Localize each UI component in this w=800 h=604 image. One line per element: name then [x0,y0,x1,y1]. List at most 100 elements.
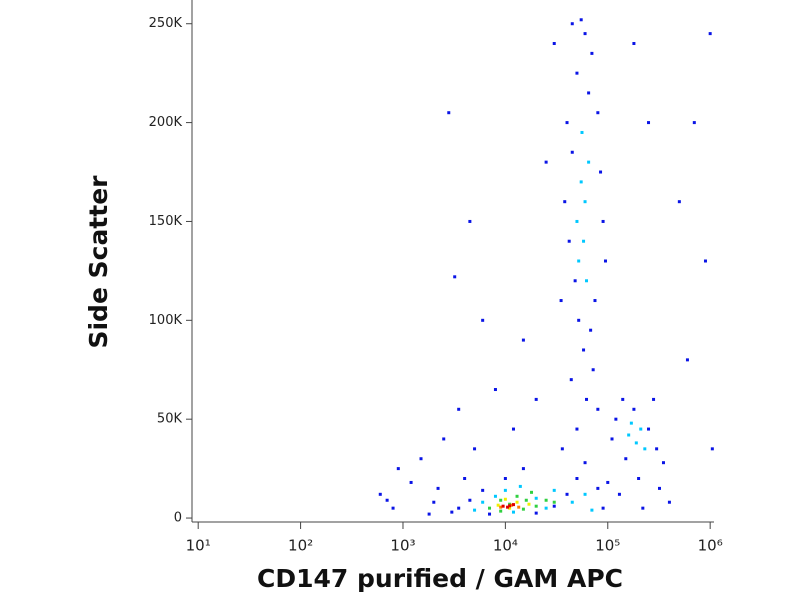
point [427,512,431,516]
point [447,111,451,115]
point [580,130,584,134]
point [391,506,395,510]
point [409,480,413,484]
y-tick-label: 50K [157,412,183,427]
point [534,511,538,515]
point [661,461,665,465]
point [544,498,548,502]
point [511,427,515,431]
point [450,510,454,514]
point [703,259,707,263]
point [579,180,583,184]
point [657,486,661,490]
point [565,492,569,496]
point [641,506,645,510]
point [570,500,574,504]
point [617,492,621,496]
point [667,500,671,504]
point [606,480,610,484]
point [632,42,636,45]
x-tick-label: 10⁴ [493,537,518,555]
point [544,160,548,164]
point [521,338,525,342]
point [629,421,633,425]
x-tick-label: 10² [288,537,313,555]
point [515,494,519,498]
point [534,397,538,401]
point [582,239,586,243]
point [378,492,382,496]
point [534,504,538,508]
point [419,457,423,461]
point [565,121,569,125]
point [503,488,507,492]
point [468,498,472,502]
point [396,467,400,471]
point [527,502,531,506]
point [552,500,556,504]
point [559,299,563,303]
point [511,503,515,507]
point [643,447,647,451]
point [577,259,581,263]
point [521,467,525,471]
point [710,447,714,451]
point [583,200,587,204]
point [510,503,514,507]
point [575,71,579,75]
point [585,279,589,283]
point [677,200,681,204]
point [587,160,591,164]
point [463,477,467,480]
point [637,477,641,480]
point [587,91,591,95]
point [583,461,587,465]
point [585,397,589,401]
point [639,427,643,431]
point [436,486,440,490]
y-tick-label: 0 [174,511,182,526]
point [499,509,503,513]
point [481,488,485,492]
point [569,378,573,382]
point [708,32,712,36]
point [453,275,457,279]
point [488,506,492,510]
point [591,368,595,372]
point [596,111,600,115]
point [468,219,472,223]
point [655,447,659,451]
point [632,407,636,411]
point [481,500,485,504]
point [493,388,497,392]
point [493,494,497,498]
point [573,279,577,283]
point [634,441,638,445]
y-tick-label: 150K [149,214,183,229]
point [473,447,477,451]
point [503,497,507,501]
point [614,417,618,421]
x-tick-label: 10³ [390,537,415,555]
y-axis-title: Side Scatter [84,175,113,349]
point [544,506,548,510]
point [610,437,614,441]
point [575,427,579,431]
point [501,504,505,508]
point [596,486,600,490]
point [575,219,579,223]
point [518,484,522,488]
point [599,170,603,174]
point [624,457,628,461]
point [552,488,556,492]
point [589,328,593,332]
x-tick-label: 10⁵ [595,537,620,555]
point [627,433,631,437]
point [590,508,594,512]
point [593,299,597,303]
point [511,510,515,514]
point [570,22,574,26]
point [647,427,651,431]
